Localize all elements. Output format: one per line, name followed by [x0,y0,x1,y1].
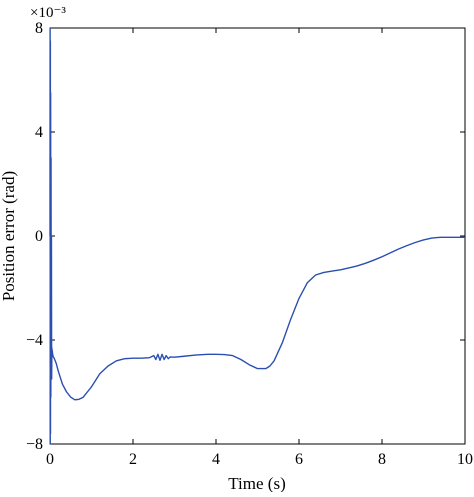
x-tick-label: 10 [457,451,473,468]
x-tick-label: 8 [378,451,386,468]
tick-labels: 0 2 4 6 8 10 −8 −4 0 4 8 [26,20,473,468]
x-axis-label: Time (s) [228,474,285,492]
series-line-1 [49,27,465,445]
x-tick-label: 4 [212,451,220,468]
y-tick-label: 8 [35,20,43,37]
x-tick-label: 6 [295,451,303,468]
y-tick-label: −8 [26,436,43,453]
y-tick-label: 4 [35,124,43,141]
axis-ticks [49,27,466,445]
x-tick-label: 2 [129,451,137,468]
y-tick-label: −4 [26,332,43,349]
series-layer [49,27,465,445]
plot-area [49,27,466,445]
x-tick-label: 0 [46,451,54,468]
y-tick-label: 0 [35,228,43,245]
y-axis-label: Position error (rad) [0,171,18,301]
y-scale-label: ×10⁻³ [30,5,66,21]
